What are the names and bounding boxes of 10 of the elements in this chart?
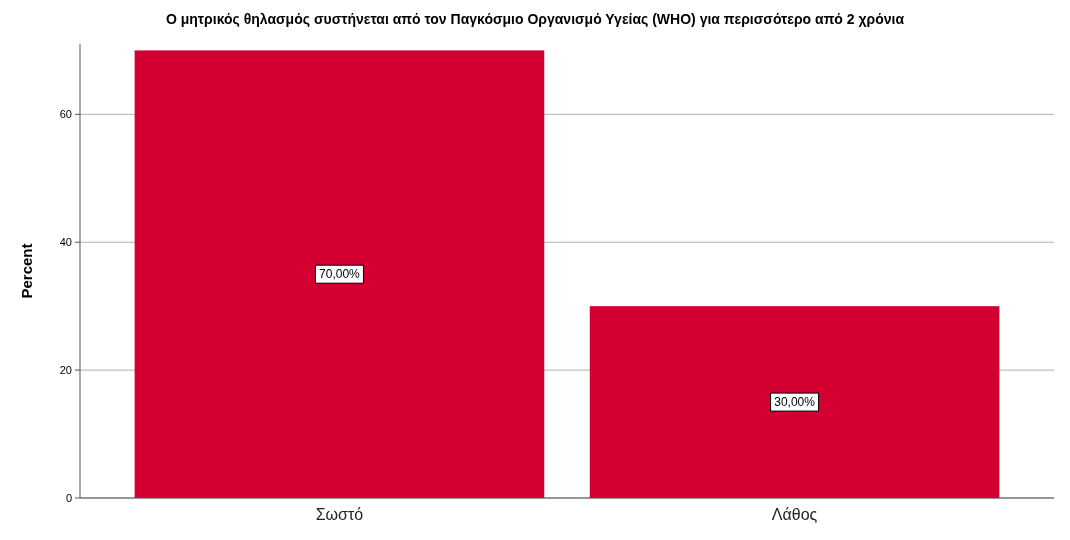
data-label: 70,00% — [319, 267, 361, 282]
y-tick-label: 20 — [59, 363, 72, 376]
y-tick-label: 40 — [59, 236, 72, 249]
data-label: 30,00% — [774, 395, 816, 410]
y-tick-label: 0 — [65, 491, 72, 504]
y-tick-label: 60 — [59, 108, 72, 121]
y-axis-title: Percent — [18, 243, 35, 299]
chart-title: Ο μητρικός θηλασμός συστήνεται από τον Παγκόσμιο Οργανισμό Υγείας (WHO) για περισσότερο από 2 χρόνια — [165, 11, 905, 27]
x-tick-label: Σωστό — [315, 506, 364, 523]
x-tick-label: Λάθος — [771, 506, 818, 523]
